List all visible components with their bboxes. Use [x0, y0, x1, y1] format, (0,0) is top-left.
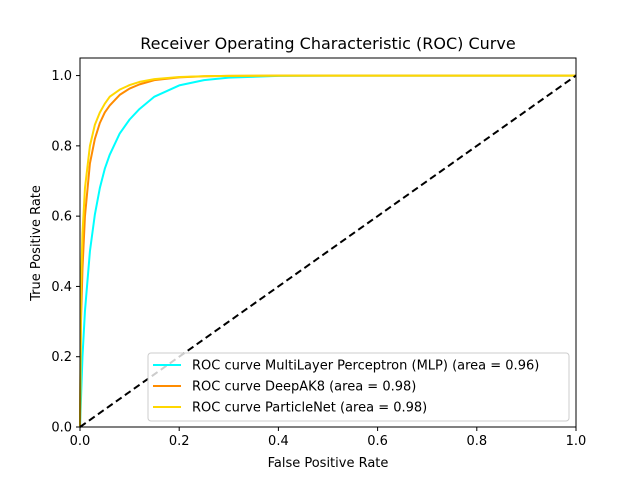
y-tick-label: 0.8 — [51, 139, 72, 154]
y-tick-label: 1.0 — [51, 69, 72, 84]
legend-entry-label: ROC curve ParticleNet (area = 0.98) — [192, 401, 427, 416]
y-tick-label: 0.2 — [51, 350, 72, 365]
legend-entry-label: ROC curve MultiLayer Perceptron (MLP) (a… — [192, 359, 539, 374]
x-tick-label: 0.4 — [268, 434, 289, 449]
series-line-2 — [79, 74, 576, 428]
y-tick-label: 0.0 — [51, 421, 72, 436]
legend-entry-label: ROC curve DeepAK8 (area = 0.98) — [192, 380, 416, 395]
y-axis-label: True Positive Rate — [29, 185, 44, 302]
y-tick-label: 0.4 — [51, 280, 72, 295]
x-tick-label: 1.0 — [566, 434, 587, 449]
y-tick-label: 0.6 — [51, 210, 72, 225]
axes: 0.0 0.2 0.4 0.6 0.8 1.0 0.0 0.2 0.4 0.6 0.8 1.0 — [51, 57, 587, 449]
axes-frame — [79, 57, 577, 428]
chart-title: Receiver Operating Characteristic (ROC) … — [140, 34, 515, 53]
x-tick-label: 0.8 — [466, 434, 487, 449]
x-tick-label: 0.6 — [367, 434, 388, 449]
x-tick-label: 0.0 — [70, 434, 91, 449]
x-tick-label: 0.2 — [169, 434, 190, 449]
legend-box — [147, 352, 570, 422]
x-axis-label: False Positive Rate — [268, 456, 389, 471]
legend: ROC curve MultiLayer Perceptron (MLP) (a… — [147, 352, 570, 422]
